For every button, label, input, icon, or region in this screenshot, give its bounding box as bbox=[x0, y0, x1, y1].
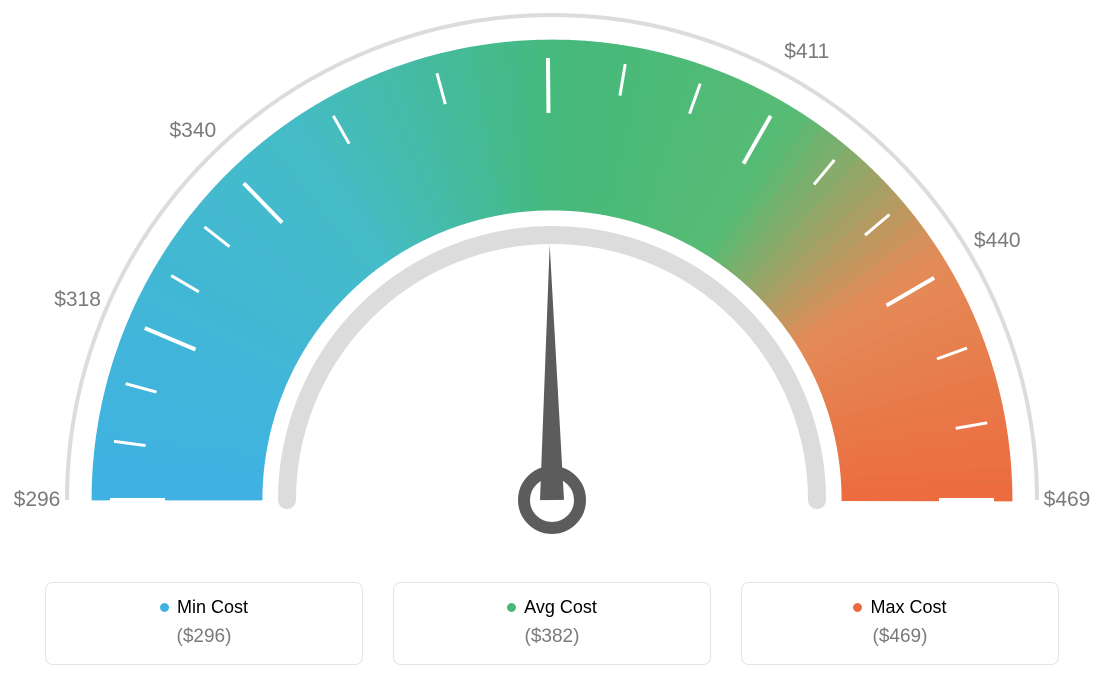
gauge-area: $296$318$340$382$411$440$469 bbox=[0, 0, 1104, 560]
cost-gauge-widget: $296$318$340$382$411$440$469 Min Cost ($… bbox=[0, 0, 1104, 690]
legend-card-avg: Avg Cost ($382) bbox=[393, 582, 711, 665]
legend-value-min: ($296) bbox=[56, 626, 352, 648]
legend-row: Min Cost ($296) Avg Cost ($382) Max Cost… bbox=[0, 582, 1104, 665]
legend-value-max: ($469) bbox=[752, 626, 1048, 648]
legend-title-max: Max Cost bbox=[853, 597, 946, 618]
dot-icon bbox=[507, 603, 516, 612]
legend-label: Avg Cost bbox=[524, 597, 597, 618]
gauge-tick-label: $296 bbox=[14, 488, 61, 512]
legend-label: Max Cost bbox=[870, 597, 946, 618]
legend-label: Min Cost bbox=[177, 597, 248, 618]
gauge-tick-label: $318 bbox=[54, 288, 101, 312]
legend-card-min: Min Cost ($296) bbox=[45, 582, 363, 665]
gauge-svg bbox=[0, 0, 1104, 560]
gauge-tick-label: $340 bbox=[169, 119, 216, 143]
legend-title-avg: Avg Cost bbox=[507, 597, 597, 618]
legend-value-avg: ($382) bbox=[404, 626, 700, 648]
gauge-tick-label: $411 bbox=[784, 40, 829, 64]
gauge-tick-label: $440 bbox=[974, 229, 1021, 253]
legend-card-max: Max Cost ($469) bbox=[741, 582, 1059, 665]
gauge-tick-label: $469 bbox=[1044, 488, 1091, 512]
dot-icon bbox=[160, 603, 169, 612]
legend-title-min: Min Cost bbox=[160, 597, 248, 618]
dot-icon bbox=[853, 603, 862, 612]
